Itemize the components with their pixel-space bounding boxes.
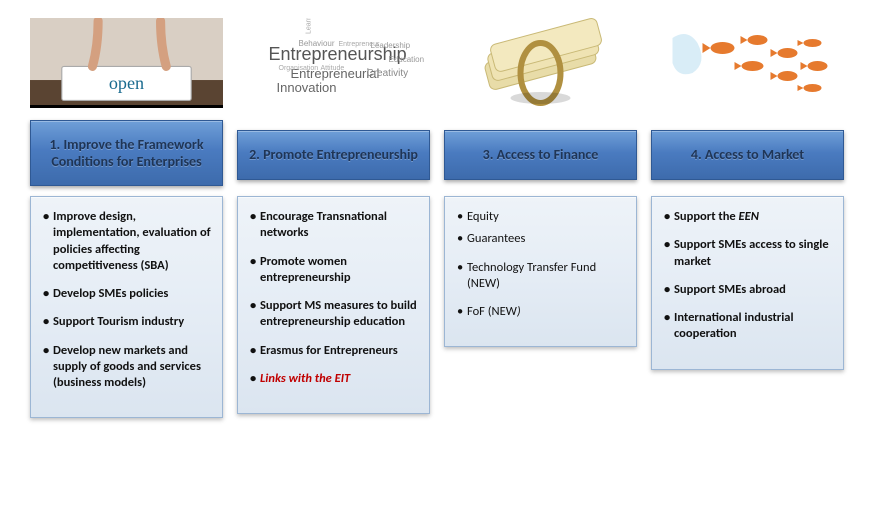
list-item: Support SMEs access to single market — [662, 237, 833, 270]
list-item: Develop SMEs policies — [41, 286, 212, 302]
header-2: 2. Promote Entrepreneurship — [237, 130, 430, 180]
image-money-ring — [444, 18, 637, 108]
infographic-grid: open Entrepreneurship Entrepreneurial In… — [0, 0, 874, 428]
svg-text:Creativity: Creativity — [367, 68, 409, 79]
content-4: Support the EEN Support SMEs access to si… — [651, 196, 844, 370]
content-2-list: Encourage Transnational networks Promote … — [248, 209, 419, 387]
svg-text:open: open — [109, 73, 144, 93]
header-3-text: 3. Access to Finance — [483, 146, 599, 164]
content-3: Equity Guarantees Technology Transfer Fund… — [444, 196, 637, 347]
list-item: Support SMEs abroad — [662, 282, 833, 298]
svg-text:Entrepreneur: Entrepreneur — [339, 41, 381, 48]
header-4-text: 4. Access to Market — [691, 146, 804, 164]
image-open-sign: open — [30, 18, 223, 108]
content-2: Encourage Transnational networks Promote … — [237, 196, 430, 414]
list-item: International industrial cooperation — [662, 310, 833, 343]
header-3: 3. Access to Finance — [444, 130, 637, 180]
svg-text:Learning: Learning — [306, 18, 313, 34]
content-4-list: Support the EEN Support SMEs access to si… — [662, 209, 833, 343]
list-item: Support MS measures to build entrepreneu… — [248, 298, 419, 331]
svg-text:Organisation: Organisation — [279, 65, 319, 72]
list-item: FoF (NEW) — [455, 304, 626, 320]
list-item: Promote women entrepreneurship — [248, 254, 419, 287]
header-4: 4. Access to Market — [651, 130, 844, 180]
svg-text:Innovation: Innovation — [277, 80, 337, 95]
list-item: Erasmus for Entrepreneurs — [248, 343, 419, 359]
list-item: Technology Transfer Fund (NEW) — [455, 260, 626, 293]
list-item: Equity — [455, 209, 626, 225]
header-2-text: 2. Promote Entrepreneurship — [249, 146, 418, 164]
list-item: Guarantees — [455, 231, 626, 247]
list-item: Develop new markets and supply of goods … — [41, 343, 212, 392]
header-1-text: 1. Improve the Framework Conditions for … — [37, 136, 216, 171]
content-1-list: Improve design, implementation, evaluati… — [41, 209, 212, 391]
image-goldfish — [651, 18, 844, 108]
list-item: Improve design, implementation, evaluati… — [41, 209, 212, 274]
content-3-list: Equity Guarantees Technology Transfer Fund… — [455, 209, 626, 320]
svg-text:Attitude: Attitude — [321, 65, 345, 72]
header-1: 1. Improve the Framework Conditions for … — [30, 120, 223, 186]
list-item: Support the EEN — [662, 209, 833, 225]
list-item: Support Tourism industry — [41, 314, 212, 330]
svg-text:Education: Education — [389, 55, 425, 64]
list-item: Links with the EIT — [248, 371, 419, 387]
list-item: Encourage Transnational networks — [248, 209, 419, 242]
image-wordcloud: Entrepreneurship Entrepreneurial Innovat… — [237, 18, 430, 108]
svg-text:Behaviour: Behaviour — [299, 39, 335, 48]
content-1: Improve design, implementation, evaluati… — [30, 196, 223, 418]
